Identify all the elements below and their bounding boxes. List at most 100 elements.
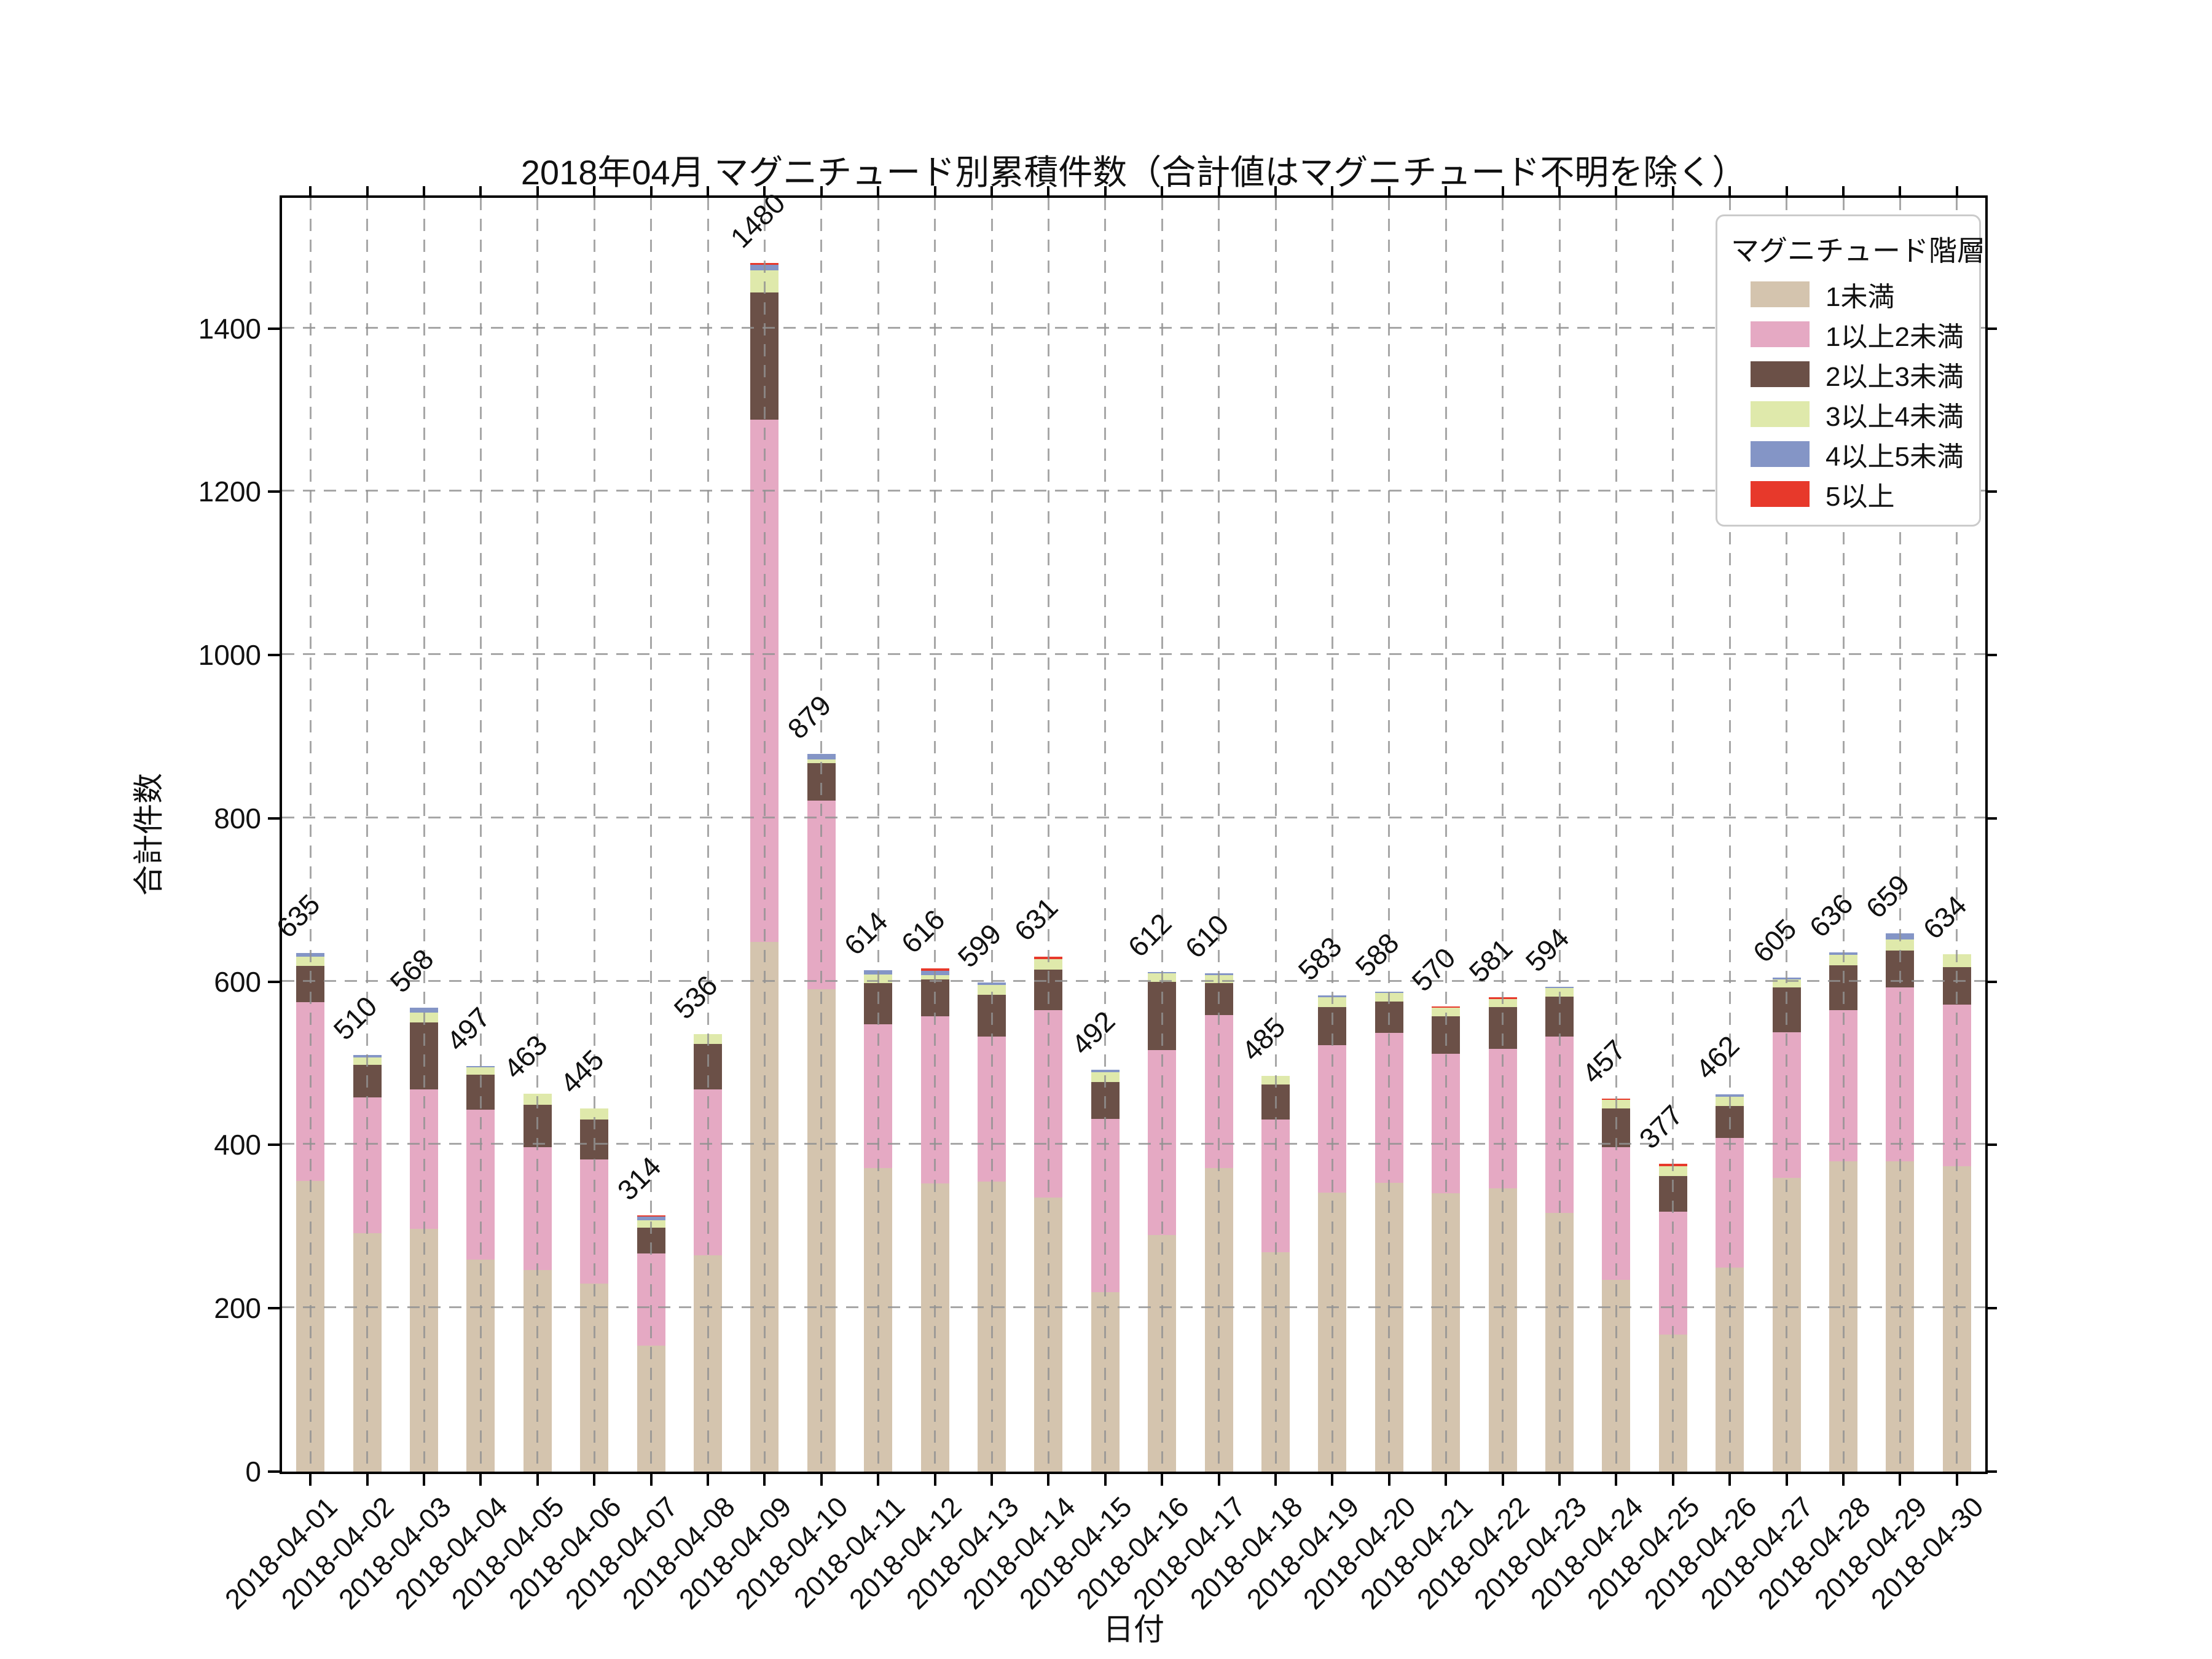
bar-total-label: 605 <box>1746 912 1803 969</box>
legend-item: 2以上3未満 <box>1731 354 1967 394</box>
x-tick-mark-top <box>536 186 539 196</box>
x-tick-mark-top <box>1899 186 1902 196</box>
x-gridline <box>1218 198 1220 1472</box>
bar-total-label: 612 <box>1121 906 1178 963</box>
x-gridline <box>1956 198 1958 1472</box>
x-tick-mark <box>763 1473 766 1486</box>
x-gridline <box>820 198 823 1472</box>
y-axis-label: 合計件数 <box>131 773 166 896</box>
x-gridline <box>1047 198 1049 1472</box>
legend-item-label: 1未満 <box>1826 281 1895 312</box>
legend-item-label: 4以上5未満 <box>1826 441 1964 472</box>
bar-total-label: 570 <box>1405 941 1462 997</box>
y-tick-mark <box>268 490 280 493</box>
y-tick-mark <box>268 1143 280 1147</box>
x-tick-mark <box>536 1473 539 1486</box>
legend: マグニチュード階層 1未満 1以上2未満 2以上3未満 3以上4未満 4以上5未満 5以上 <box>1716 214 1985 527</box>
x-tick-mark <box>1671 1473 1674 1486</box>
bar-total-label: 659 <box>1859 868 1916 925</box>
y-tick-mark-right <box>1987 1307 1997 1310</box>
x-tick-mark-top <box>1047 186 1050 196</box>
x-tick-mark-top <box>479 186 482 196</box>
x-gridline <box>1842 198 1845 1472</box>
x-gridline <box>1502 198 1504 1472</box>
x-tick-mark-top <box>366 186 369 196</box>
x-tick-mark <box>649 1473 653 1486</box>
x-tick-mark <box>479 1473 482 1486</box>
y-tick-label: 1200 <box>198 476 261 508</box>
x-tick-mark-top <box>1387 186 1390 196</box>
y-tick-label: 800 <box>214 802 261 834</box>
x-gridline <box>366 198 369 1472</box>
x-tick-mark <box>1558 1473 1561 1486</box>
y-tick-label: 0 <box>245 1456 261 1488</box>
y-tick-label: 200 <box>214 1292 261 1325</box>
y-tick-mark <box>268 817 280 820</box>
legend-swatch <box>1751 321 1810 347</box>
legend-item: 3以上4未満 <box>1731 394 1967 434</box>
x-tick-mark-top <box>1445 186 1448 196</box>
y-tick-mark-right <box>1987 1143 1997 1147</box>
bar-total-label: 568 <box>383 943 440 999</box>
x-tick-mark-top <box>649 186 653 196</box>
x-gridline <box>1388 198 1390 1472</box>
x-gridline <box>309 198 312 1472</box>
x-gridline <box>1331 198 1333 1472</box>
legend-item: 1以上2未満 <box>1731 314 1967 354</box>
y-tick-mark-right <box>1987 1470 1997 1473</box>
x-tick-mark <box>1047 1473 1050 1486</box>
x-tick-mark-top <box>1217 186 1220 196</box>
legend-swatch <box>1751 441 1810 467</box>
chart-title: 2018年04月 マグニチュード別累積件数（合計値はマグニチュード不明を除く） <box>520 153 1747 192</box>
x-tick-mark <box>820 1473 823 1486</box>
x-gridline <box>707 198 709 1472</box>
x-gridline <box>1274 198 1277 1472</box>
legend-item-label: 5以上 <box>1826 481 1895 512</box>
legend-swatch <box>1751 361 1810 387</box>
x-gridline <box>934 198 936 1472</box>
y-gridline <box>282 1306 1985 1309</box>
x-tick-mark <box>1615 1473 1618 1486</box>
x-gridline <box>1899 198 1901 1472</box>
x-gridline <box>1786 198 1788 1472</box>
bar-total-label: 462 <box>1689 1029 1746 1086</box>
x-tick-mark <box>1955 1473 1958 1486</box>
x-tick-mark <box>423 1473 425 1486</box>
bar-total-label: 631 <box>1008 891 1064 947</box>
x-gridline <box>1445 198 1447 1472</box>
x-tick-mark-top <box>1785 186 1788 196</box>
x-tick-mark-top <box>1728 186 1732 196</box>
x-tick-mark <box>1387 1473 1390 1486</box>
y-gridline <box>282 816 1985 818</box>
x-tick-mark-top <box>1161 186 1164 196</box>
legend-entries: 1未満 1以上2未満 2以上3未満 3以上4未満 4以上5未満 5以上 <box>1731 274 1967 514</box>
x-tick-mark-top <box>763 186 766 196</box>
y-tick-mark <box>268 1307 280 1310</box>
x-tick-mark-top <box>1842 186 1845 196</box>
y-tick-mark-right <box>1987 490 1997 493</box>
bar-total-label: 463 <box>497 1028 554 1085</box>
x-tick-mark-top <box>990 186 993 196</box>
bar-total-label: 492 <box>1065 1005 1121 1061</box>
x-tick-mark-top <box>1274 186 1277 196</box>
x-gridline <box>1615 198 1617 1472</box>
bar-total-label: 536 <box>667 968 724 1026</box>
legend-item: 1未満 <box>1731 274 1967 314</box>
x-gridline <box>593 198 595 1472</box>
x-tick-mark-top <box>1615 186 1618 196</box>
y-tick-mark-right <box>1987 817 1997 820</box>
bar-total-label: 457 <box>1575 1033 1632 1089</box>
x-tick-mark <box>1728 1473 1732 1486</box>
bar-total-label: 594 <box>1519 921 1575 978</box>
bar-total-label: 634 <box>1916 888 1973 945</box>
y-tick-mark <box>268 1470 280 1473</box>
x-tick-mark <box>1217 1473 1220 1486</box>
x-gridline <box>1672 198 1674 1472</box>
bar-total-label: 610 <box>1179 908 1235 965</box>
y-tick-label: 600 <box>214 965 261 998</box>
x-gridline <box>990 198 993 1472</box>
bar-total-label: 636 <box>1803 887 1859 944</box>
plot-area: 0 200 400 600 800 1000 1200 1400 2018-04-01 635 20… <box>198 186 1997 1615</box>
x-tick-mark <box>990 1473 993 1486</box>
x-gridline <box>423 198 425 1472</box>
